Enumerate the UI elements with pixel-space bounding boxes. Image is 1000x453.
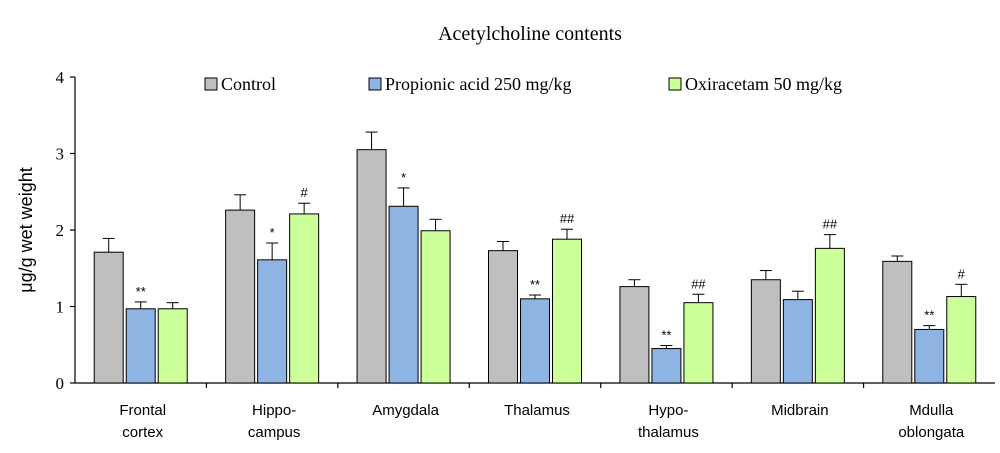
legend-label: Control <box>221 74 276 94</box>
legend-swatch <box>204 77 218 91</box>
bar <box>257 259 288 384</box>
bars: ***#***##**####**# <box>93 131 977 384</box>
x-tick-label: Mdulla <box>909 402 954 419</box>
y-tick-label: 1 <box>56 298 65 317</box>
bar <box>914 328 945 384</box>
bar <box>488 250 518 384</box>
bar <box>520 298 550 384</box>
bar <box>552 238 582 384</box>
bar <box>420 230 451 384</box>
y-tick-label: 2 <box>56 221 65 240</box>
bar <box>946 296 977 384</box>
x-tick-label: thalamus <box>638 424 699 441</box>
legend: Control Propionic acid 250 mg/kg Oxiraceta… <box>204 74 842 94</box>
legend-label: Propionic acid 250 mg/kg <box>385 74 571 94</box>
bar <box>93 251 124 384</box>
significance-label: * <box>401 170 406 185</box>
x-tick-label: Thalamus <box>504 402 570 419</box>
bar <box>651 348 682 384</box>
bar <box>157 308 188 384</box>
significance-label: ** <box>661 328 671 343</box>
significance-label: * <box>270 225 275 240</box>
x-tick-label: campus <box>248 424 301 441</box>
x-tick-label: Hypo- <box>648 402 688 419</box>
significance-label: # <box>958 266 966 281</box>
y-tick-label: 3 <box>56 145 65 164</box>
significance-label: ** <box>530 277 540 292</box>
bar <box>619 286 650 384</box>
significance-label: ** <box>136 284 146 299</box>
legend-swatch <box>368 77 382 91</box>
x-tick-label: Hippo- <box>252 402 296 419</box>
bar <box>814 247 845 384</box>
bar <box>388 205 419 384</box>
significance-label: ** <box>924 308 934 323</box>
significance-label: ## <box>560 211 575 226</box>
legend-label: Oxiracetam 50 mg/kg <box>685 74 842 94</box>
chart-title: Acetylcholine contents <box>438 23 622 45</box>
x-tick-label: Amygdala <box>372 402 439 419</box>
significance-label: # <box>301 185 309 200</box>
bar <box>289 213 320 384</box>
bar <box>750 279 781 384</box>
bar <box>125 308 156 384</box>
y-tick-label: 0 <box>56 374 65 393</box>
bar <box>225 209 256 384</box>
x-tick-label: Midbrain <box>771 402 829 419</box>
significance-label: ## <box>823 217 838 232</box>
x-tick-label: Frontal <box>119 402 166 419</box>
y-tick-label: 4 <box>56 68 65 87</box>
axes: 0 1 2 3 4 Frontal cortex Hippo-campus Amygdala Th… <box>56 68 995 441</box>
y-axis-label: μg/g wet weight <box>16 167 36 292</box>
bar <box>683 302 714 384</box>
significance-label: ## <box>691 276 706 291</box>
bar <box>782 299 813 384</box>
bar <box>356 149 387 384</box>
legend-swatch <box>668 77 682 91</box>
bar <box>882 260 913 384</box>
x-tick-label: oblongata <box>898 424 965 441</box>
x-tick-label: cortex <box>122 424 163 441</box>
